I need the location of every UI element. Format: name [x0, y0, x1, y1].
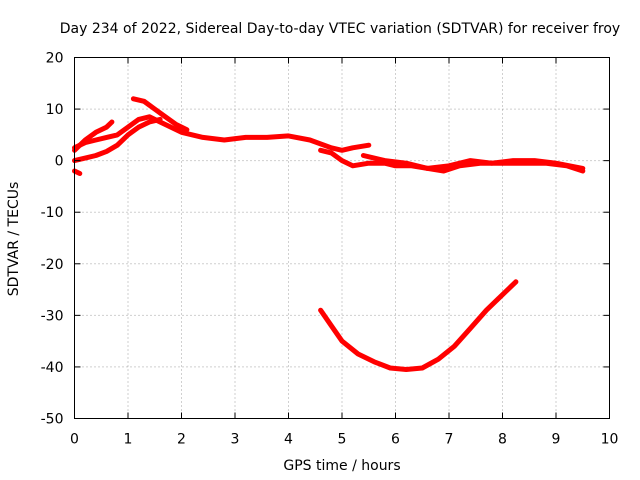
x-tick-label: 6	[391, 432, 400, 448]
series-line-track-3	[72, 116, 163, 164]
x-tick-label: 8	[498, 432, 507, 448]
y-tick-label: -50	[41, 412, 64, 428]
y-tick-label: 20	[46, 51, 64, 67]
series-line-track-4	[130, 96, 190, 133]
y-tick-label: -40	[41, 360, 64, 376]
series-line-track-8	[318, 279, 519, 372]
x-axis-label: GPS time / hours	[283, 458, 400, 474]
x-tick-label: 4	[284, 432, 293, 448]
y-tick-label: -20	[41, 257, 64, 273]
x-tick-label: 5	[338, 432, 347, 448]
series-layer	[72, 96, 586, 372]
x-tick-label: 10	[601, 432, 619, 448]
y-tick-label: -30	[41, 308, 64, 324]
x-tick-label: 3	[231, 432, 240, 448]
y-tick-label: 10	[46, 102, 64, 118]
y-tick-label: 0	[55, 154, 64, 170]
grid-lines	[74, 57, 610, 419]
y-axis-label: SDTVAR / TECUs	[6, 182, 22, 297]
y-tick-label: -10	[41, 205, 64, 221]
x-tick-label: 1	[124, 432, 133, 448]
x-tick-label: 9	[552, 432, 561, 448]
x-tick-label: 7	[445, 432, 454, 448]
chart-title: Day 234 of 2022, Sidereal Day-to-day VTE…	[60, 21, 620, 37]
series-line-track-7	[360, 153, 586, 171]
x-tick-labels: 0 1 2 3 4 5 6 7 8 9 10	[70, 432, 618, 448]
y-tick-labels: -50 -40 -30 -20 -10 0 10 20	[41, 51, 64, 428]
x-tick-label: 0	[70, 432, 79, 448]
x-tick-label: 2	[177, 432, 186, 448]
series-line-track-2	[72, 119, 115, 153]
axis-ticks	[74, 57, 610, 419]
series-line-track-5	[72, 168, 83, 176]
series-line-track-1	[72, 114, 372, 153]
